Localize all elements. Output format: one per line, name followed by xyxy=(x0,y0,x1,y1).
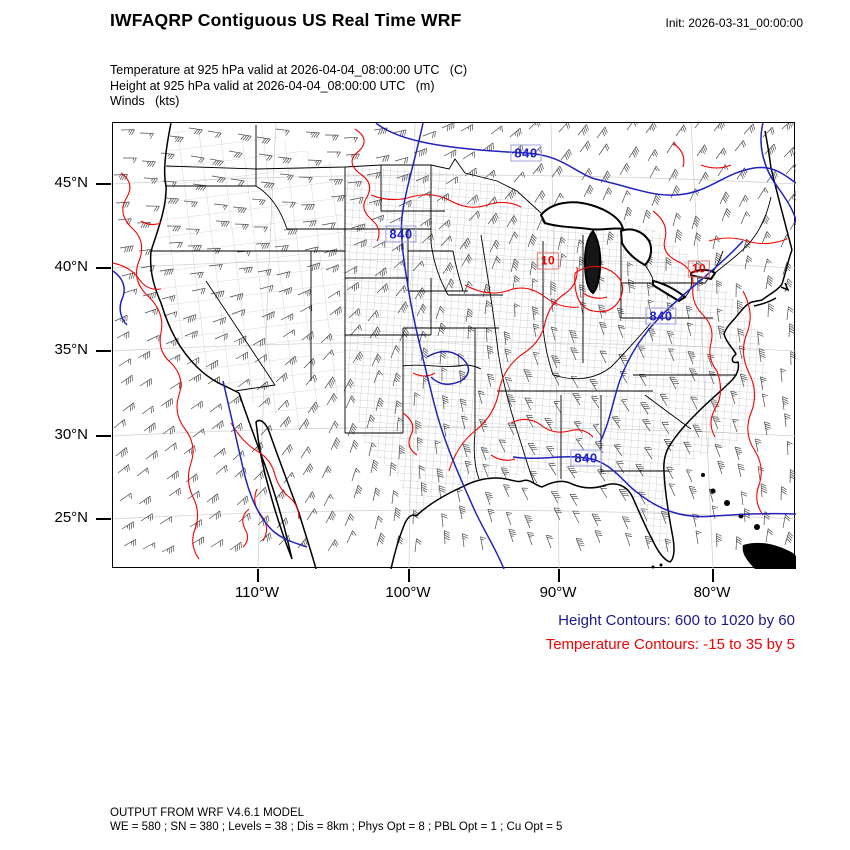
lake-huron xyxy=(619,228,653,267)
islands xyxy=(651,473,796,569)
model-info: OUTPUT FROM WRF V4.6.1 MODEL WE = 580 ; … xyxy=(110,806,562,834)
lat-tick-label: 35°N xyxy=(54,341,88,358)
init-timestamp: Init: 2026-03-31_00:00:00 xyxy=(665,16,803,30)
lake-michigan xyxy=(583,229,602,295)
lat-tick-label: 30°N xyxy=(54,426,88,443)
map-canvas xyxy=(113,123,796,569)
lat-tick-mark xyxy=(96,518,111,520)
lon-tick-label: 90°W xyxy=(539,584,577,601)
temperature-contours xyxy=(113,128,788,560)
lake-erie xyxy=(652,279,687,303)
temperature-contour-legend: Temperature Contours: -15 to 35 by 5 xyxy=(545,636,795,653)
coastline xyxy=(149,123,793,569)
page-title: IWFAQRP Contiguous US Real Time WRF xyxy=(110,10,462,30)
lake-superior xyxy=(539,201,625,231)
lon-tick-label: 100°W xyxy=(385,584,431,601)
winds-field-label: Winds (kts) xyxy=(110,94,180,108)
lon-tick-mark xyxy=(257,569,259,582)
temperature-field-label: Temperature at 925 hPa valid at 2026-04-… xyxy=(110,63,468,77)
field-descriptions: Temperature at 925 hPa valid at 2026-04-… xyxy=(110,63,467,110)
lon-tick-mark xyxy=(712,569,714,582)
great-lakes xyxy=(539,201,717,303)
lat-tick-label: 40°N xyxy=(54,258,88,275)
lat-tick-mark xyxy=(96,350,111,352)
height-contour-legend: Height Contours: 600 to 1020 by 60 xyxy=(558,612,795,629)
height-contours xyxy=(113,123,796,569)
lat-tick-mark xyxy=(96,267,111,269)
lon-tick-label: 110°W xyxy=(234,584,280,601)
model-version-line: OUTPUT FROM WRF V4.6.1 MODEL xyxy=(110,807,305,819)
lon-tick-mark xyxy=(558,569,560,582)
lat-tick-label: 45°N xyxy=(54,174,88,191)
lat-tick-mark xyxy=(96,183,111,185)
height-field-label: Height at 925 hPa valid at 2026-04-04_08… xyxy=(110,78,435,93)
model-config-line: WE = 580 ; SN = 380 ; Levels = 38 ; Dis … xyxy=(110,821,563,833)
lon-tick-label: 80°W xyxy=(693,584,731,601)
lat-tick-mark xyxy=(96,435,111,437)
weather-map: 840 840 840 840 10 10 xyxy=(112,122,796,569)
lat-tick-label: 25°N xyxy=(54,509,88,526)
lon-tick-mark xyxy=(408,569,410,582)
